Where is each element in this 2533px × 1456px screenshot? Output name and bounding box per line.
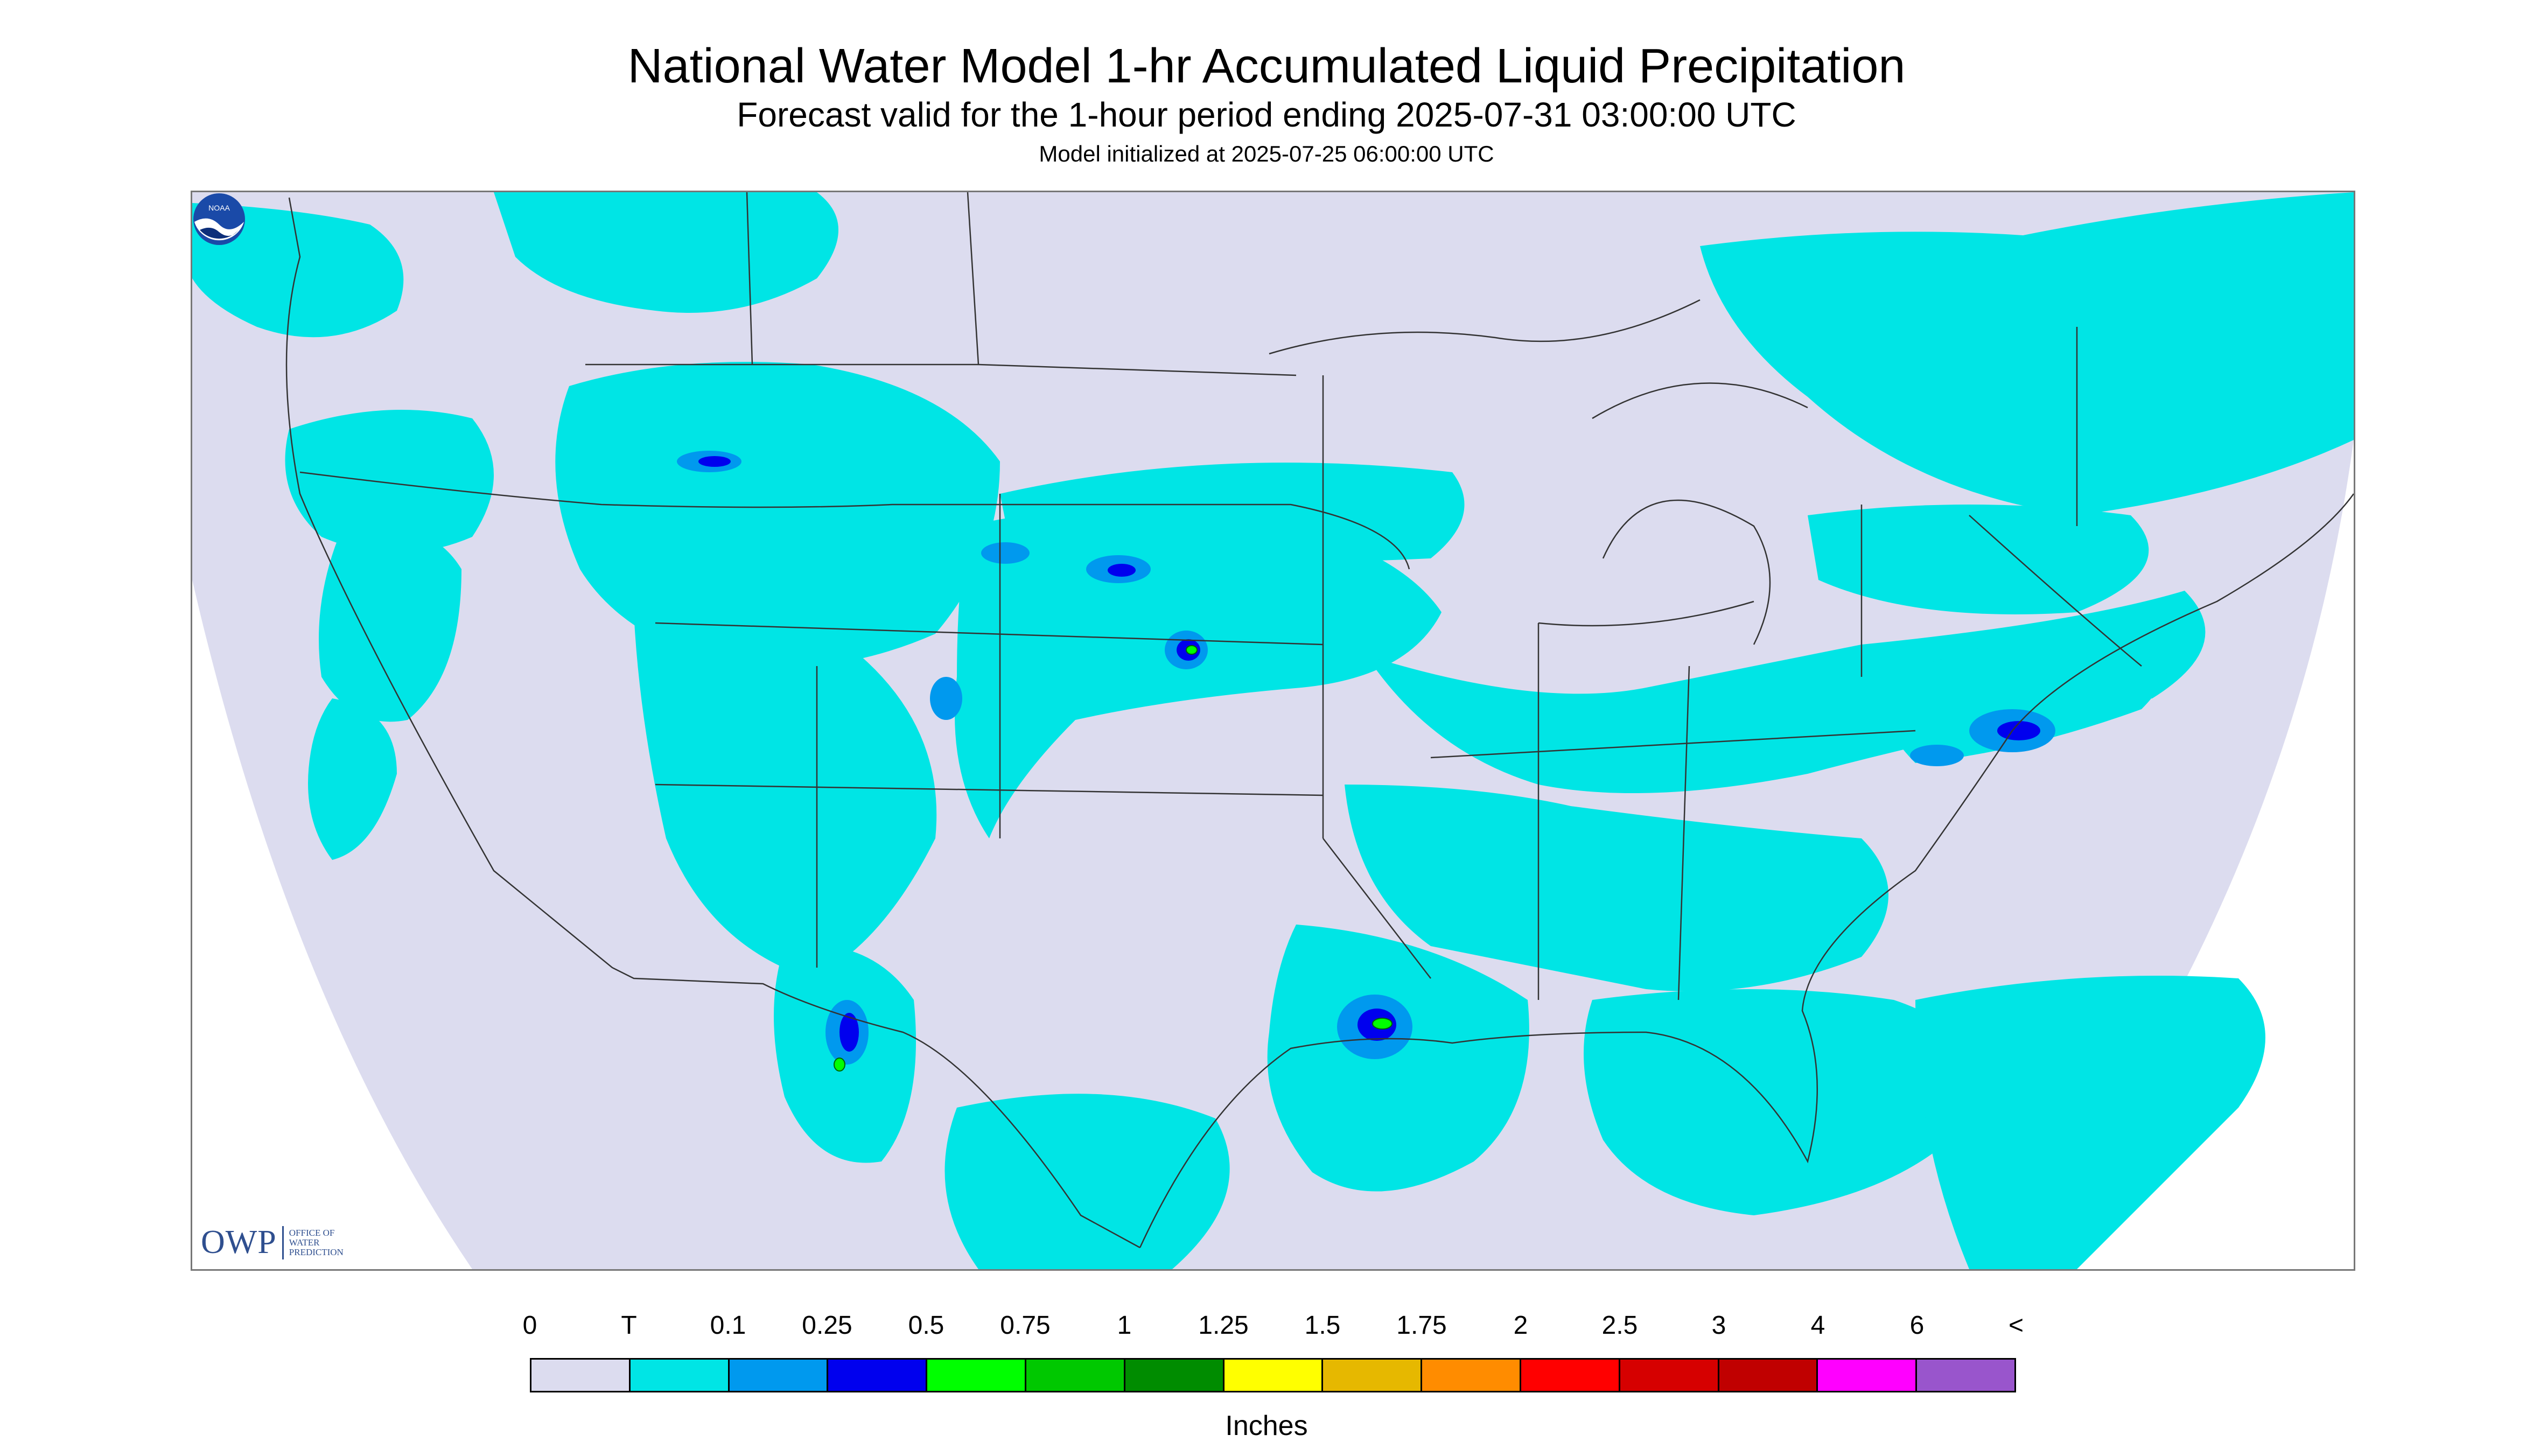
map-canvas — [192, 192, 2354, 1269]
legend-swatch — [1224, 1360, 1324, 1391]
legend-tick-label: 4 — [1810, 1311, 1825, 1340]
legend-tick-label: 2.5 — [1601, 1311, 1638, 1340]
legend-tick-label: 0.75 — [1000, 1311, 1051, 1340]
owp-logo-text: OFFICE OF WATER PREDICTION — [289, 1228, 344, 1257]
legend-tick-label: 0.25 — [802, 1311, 852, 1340]
owp-logo-line: WATER — [289, 1237, 320, 1248]
legend-tick-label: 6 — [1909, 1311, 1925, 1340]
legend-tick-label: 3 — [1711, 1311, 1726, 1340]
legend-swatch — [1125, 1360, 1224, 1391]
legend-tick-label: 2 — [1513, 1311, 1528, 1340]
legend-tick-labels: 0 T 0.1 0.25 0.5 0.75 1 1.25 1.5 1.75 2 2.5 3 4 6 < — [523, 1311, 2024, 1354]
legend-swatch — [630, 1360, 730, 1391]
legend-swatch — [1818, 1360, 1918, 1391]
legend-swatch — [1521, 1360, 1620, 1391]
owp-logo-line: PREDICTION — [289, 1247, 344, 1257]
precipitation-map: OWP OFFICE OF WATER PREDICTION NOAA — [191, 191, 2355, 1271]
legend-tick-label: < — [2008, 1311, 2024, 1340]
noaa-logo: NOAA — [193, 193, 245, 245]
heavy-precip-cores — [698, 456, 2040, 1052]
boundaries — [285, 192, 2354, 1249]
legend-swatch — [1026, 1360, 1125, 1391]
legend-tick-label: T — [621, 1311, 637, 1340]
legend-swatch — [828, 1360, 928, 1391]
model-init-caption: Model initialized at 2025-07-25 06:00:00… — [1039, 141, 1494, 166]
legend-tick-label: 0.1 — [710, 1311, 746, 1340]
units-label: Inches — [1225, 1410, 1308, 1441]
legend-swatch — [1620, 1360, 1719, 1391]
map-title: National Water Model 1-hr Accumulated Li… — [627, 39, 1906, 93]
legend-swatch — [729, 1360, 829, 1391]
legend-swatch — [1323, 1360, 1423, 1391]
legend-tick-label: 0.5 — [908, 1311, 944, 1340]
color-scale-bar — [530, 1358, 2016, 1392]
owp-logo: OWP OFFICE OF WATER PREDICTION — [201, 1223, 344, 1262]
legend-swatch — [1917, 1360, 2014, 1391]
owp-logo-line: OFFICE OF — [289, 1227, 335, 1238]
legend-tick-label: 1 — [1117, 1311, 1132, 1340]
owp-logo-divider — [282, 1226, 284, 1259]
noaa-logo-text: NOAA — [208, 204, 230, 212]
legend-swatch — [531, 1360, 631, 1391]
forecast-valid-subtitle: Forecast valid for the 1-hour period end… — [737, 95, 1796, 134]
legend-tick-label: 1.5 — [1304, 1311, 1341, 1340]
legend-swatch — [1719, 1360, 1818, 1391]
legend-tick-label: 1.75 — [1396, 1311, 1447, 1340]
legend-tick-label: 1.25 — [1198, 1311, 1249, 1340]
owp-logo-letters: OWP — [201, 1224, 277, 1261]
legend-tick-label: 0 — [522, 1311, 537, 1340]
intense-precip-cores — [834, 645, 1393, 1072]
legend-swatch — [927, 1360, 1026, 1391]
light-precip-areas — [192, 192, 2354, 1269]
legend-swatch — [1422, 1360, 1521, 1391]
